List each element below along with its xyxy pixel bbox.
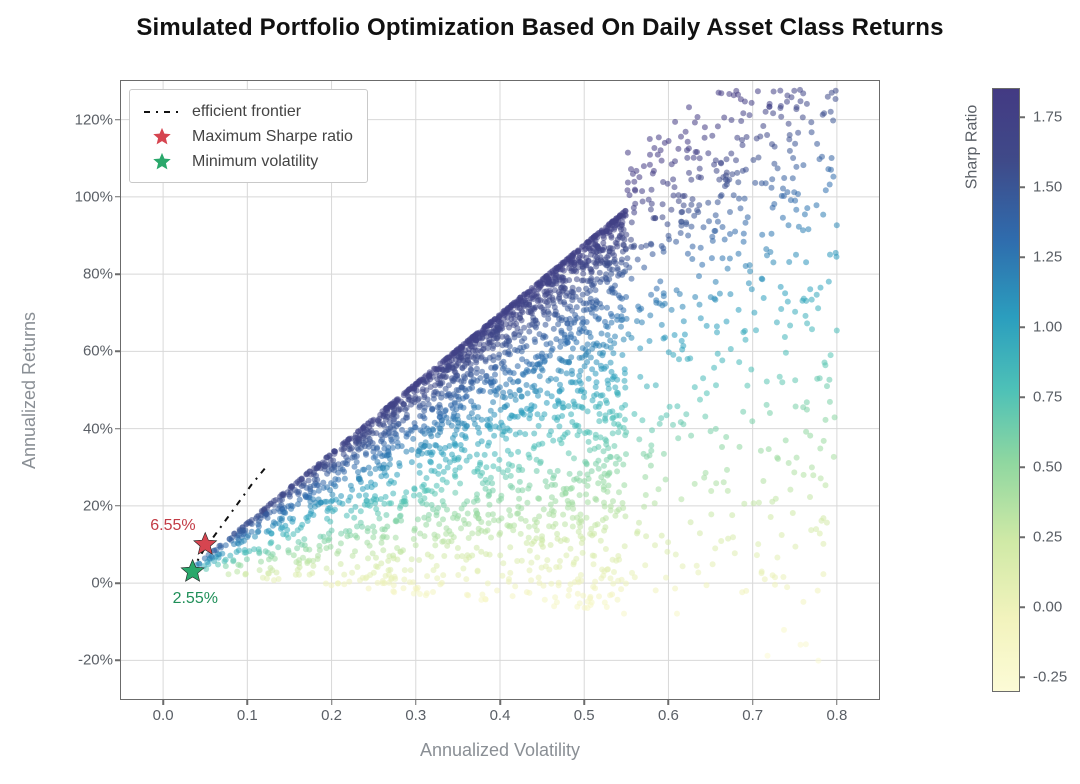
y-tick-label: -20% <box>53 652 113 669</box>
x-tick-label: 0.7 <box>742 707 763 724</box>
min-vol-star-icon <box>181 560 204 582</box>
legend-item-min-vol: Minimum volatility <box>142 150 353 175</box>
colorbar-tick-label: 0.25 <box>1033 529 1062 546</box>
legend-item-frontier: efficient frontier <box>142 100 353 125</box>
x-tick-label: 0.1 <box>237 707 258 724</box>
colorbar-tick-label: 0.00 <box>1033 599 1062 616</box>
y-tick-label: 0% <box>53 575 113 592</box>
colorbar: -0.250.000.250.500.751.001.251.501.75 <box>992 88 1020 692</box>
colorbar-tick-label: 1.50 <box>1033 179 1062 196</box>
y-axis-label-container: Annualized Returns <box>18 80 42 700</box>
x-axis-label: Annualized Volatility <box>120 740 880 761</box>
y-tick-label: 100% <box>53 188 113 205</box>
x-tick-label: 0.0 <box>153 707 174 724</box>
colorbar-tick-label: 1.00 <box>1033 319 1062 336</box>
colorbar-title: Sharp Ratio <box>963 105 981 190</box>
x-tick-label: 0.3 <box>405 707 426 724</box>
scatter-plot: efficient frontier Maximum Sharpe ratio … <box>120 80 880 700</box>
legend-swatch-line <box>142 103 182 121</box>
legend-swatch-star-icon <box>142 151 182 173</box>
legend: efficient frontier Maximum Sharpe ratio … <box>129 89 368 183</box>
legend-label: efficient frontier <box>192 100 301 125</box>
y-tick-label: 60% <box>53 343 113 360</box>
colorbar-tick-label: 1.75 <box>1033 109 1062 126</box>
colorbar-tick-label: 0.50 <box>1033 459 1062 476</box>
legend-label: Maximum Sharpe ratio <box>192 125 353 150</box>
colorbar-tick-label: -0.25 <box>1033 669 1067 686</box>
x-tick-label: 0.4 <box>490 707 511 724</box>
page-root: Simulated Portfolio Optimization Based O… <box>0 0 1080 784</box>
colorbar-tick-label: 1.25 <box>1033 249 1062 266</box>
legend-label: Minimum volatility <box>192 150 318 175</box>
min-vol-annotation: 2.55% <box>173 590 218 608</box>
x-tick-label: 0.8 <box>826 707 847 724</box>
max-sharpe-annotation: 6.55% <box>150 517 195 535</box>
x-tick-label: 0.5 <box>574 707 595 724</box>
y-axis-label: Annualized Returns <box>20 311 41 468</box>
y-tick-label: 120% <box>53 111 113 128</box>
y-tick-label: 20% <box>53 497 113 514</box>
chart-title: Simulated Portfolio Optimization Based O… <box>0 14 1080 42</box>
x-tick-label: 0.2 <box>321 707 342 724</box>
legend-item-max-sharpe: Maximum Sharpe ratio <box>142 125 353 150</box>
legend-swatch-star-icon <box>142 126 182 148</box>
y-tick-label: 40% <box>53 420 113 437</box>
colorbar-title-container: Sharp Ratio <box>962 88 982 692</box>
max-sharpe-star-icon <box>194 533 217 555</box>
colorbar-tick-label: 0.75 <box>1033 389 1062 406</box>
x-tick-label: 0.6 <box>658 707 679 724</box>
y-tick-label: 80% <box>53 266 113 283</box>
